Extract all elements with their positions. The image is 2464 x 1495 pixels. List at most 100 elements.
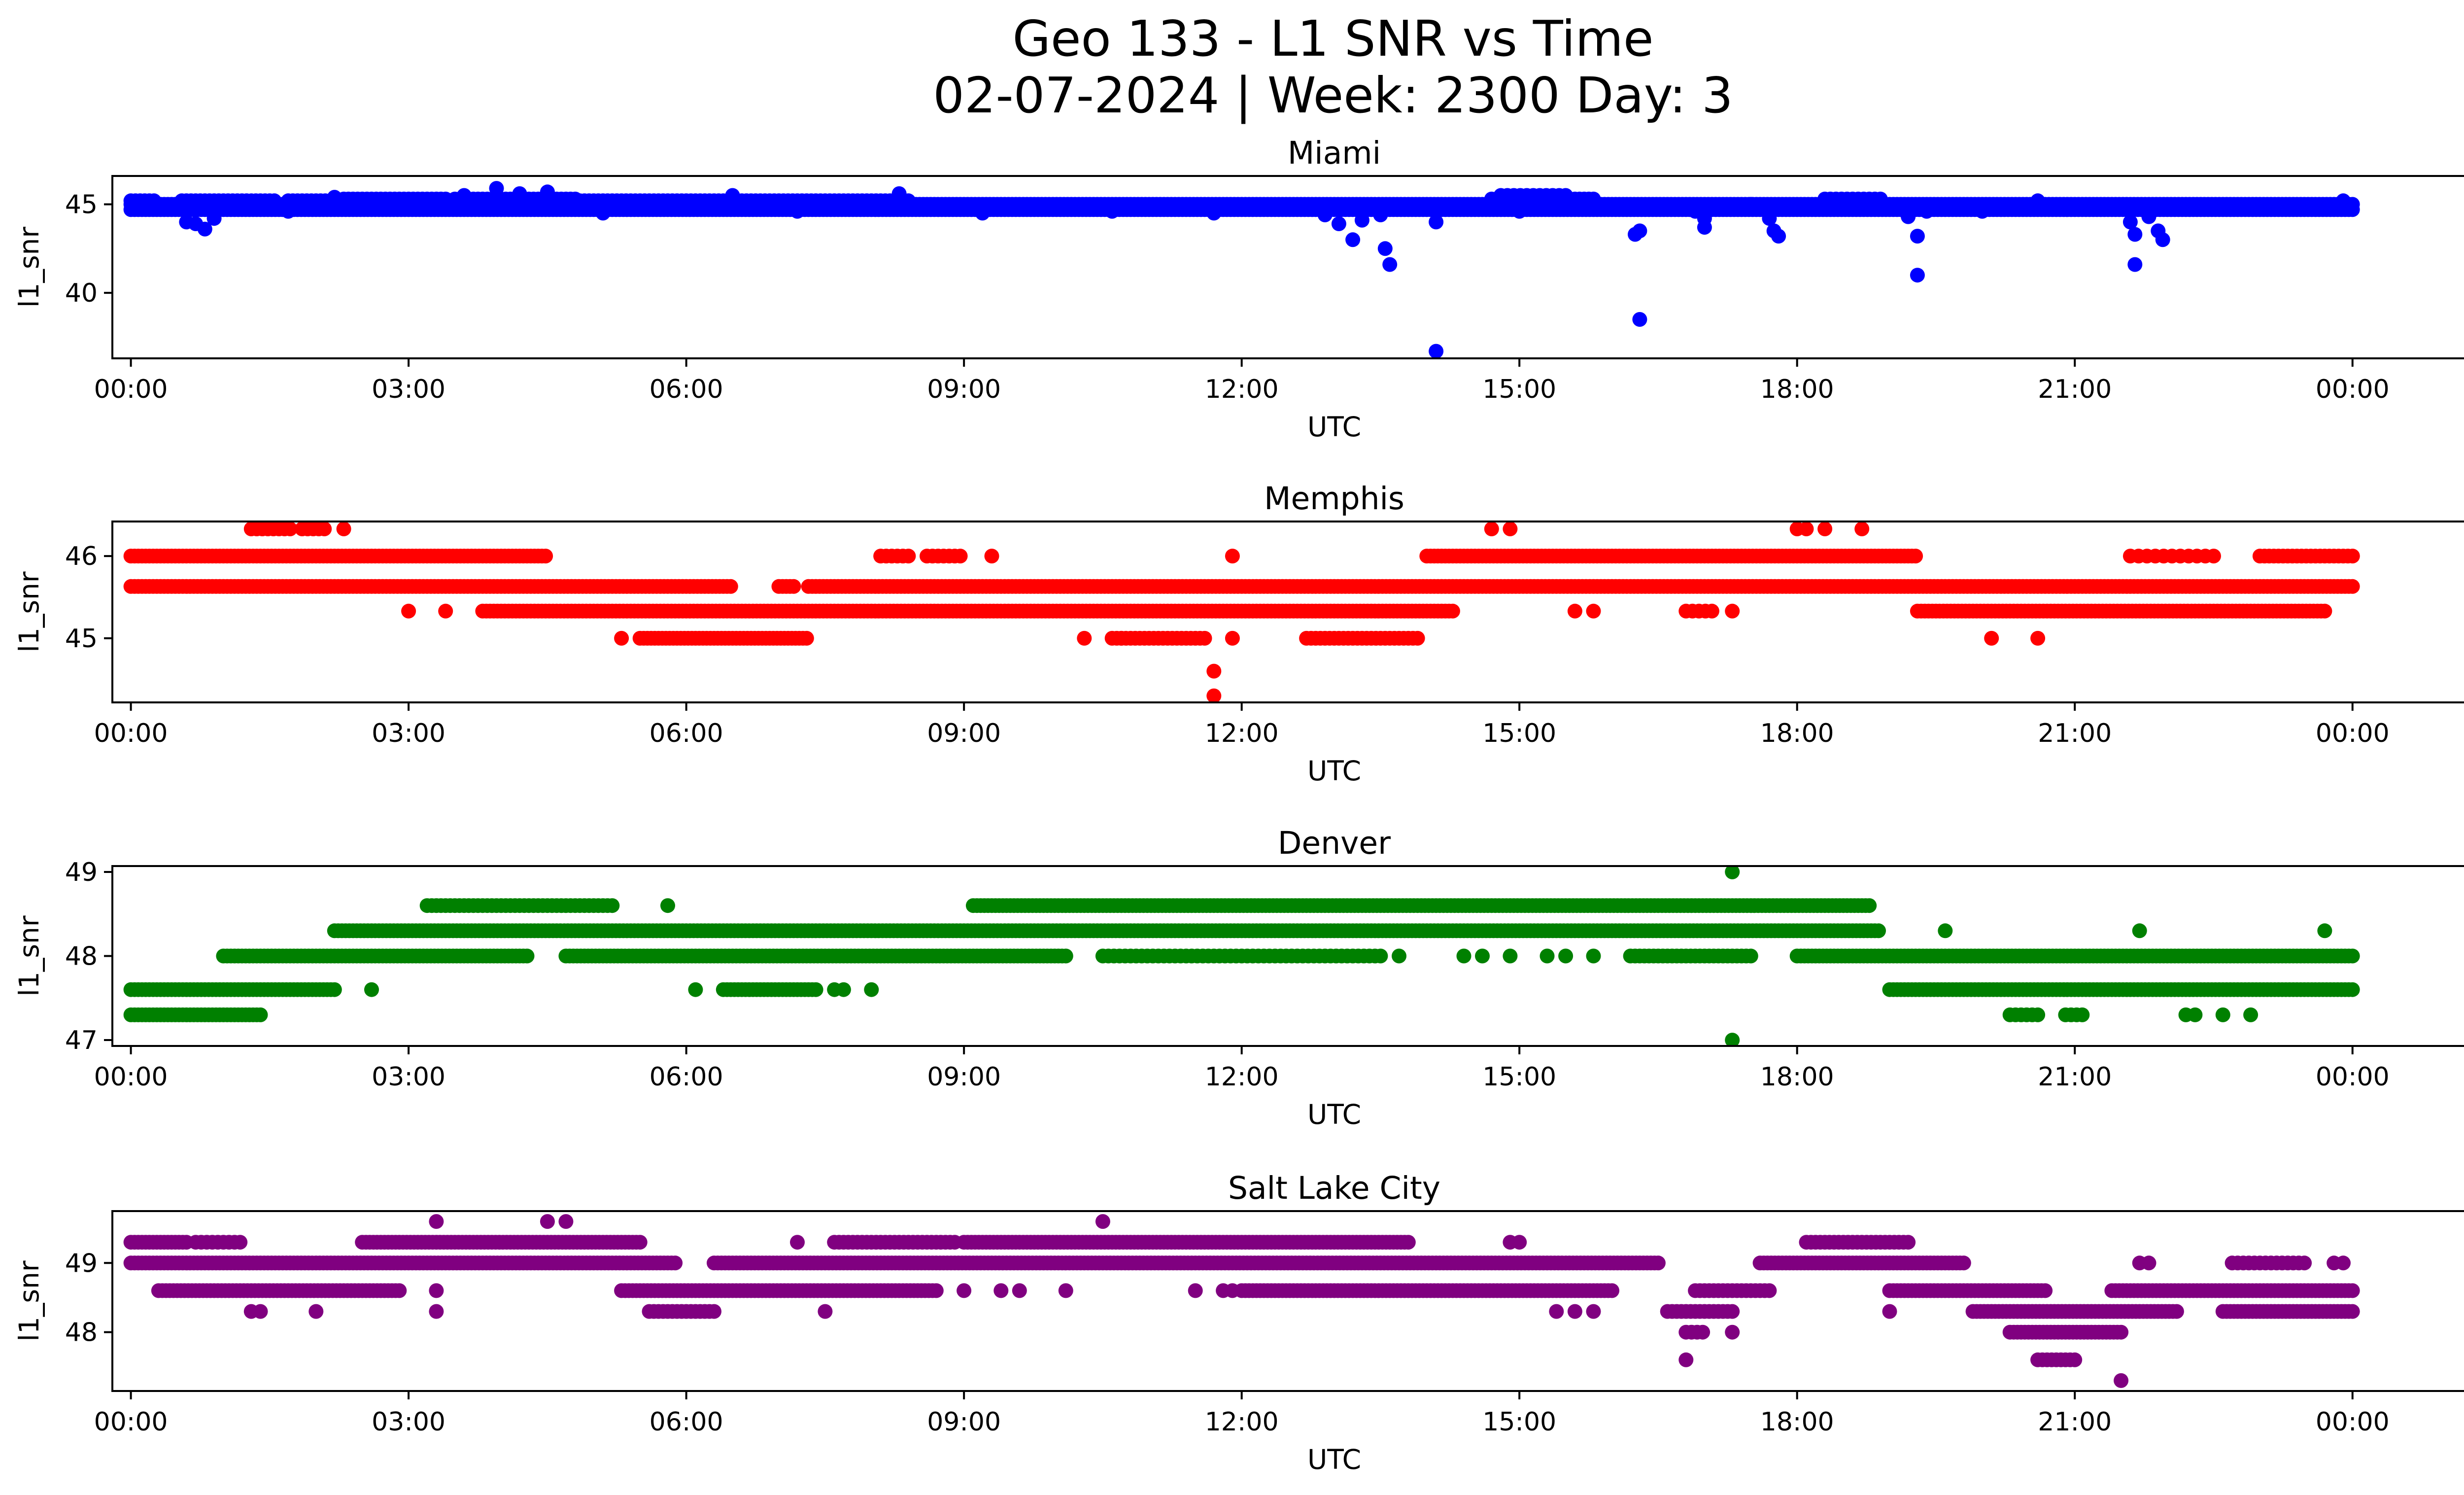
data-point <box>327 982 342 997</box>
x-tick-label: 06:00 <box>650 719 723 748</box>
data-point <box>1392 948 1406 964</box>
data-point <box>836 982 851 997</box>
data-point <box>725 188 740 203</box>
subplot-title: Miami <box>1288 135 1381 171</box>
data-point <box>2030 1007 2046 1022</box>
data-point <box>456 188 472 203</box>
data-point <box>2030 193 2046 209</box>
data-point <box>1817 522 1833 536</box>
data-point <box>1331 216 1346 231</box>
x-tick-label: 09:00 <box>927 375 1001 404</box>
data-point <box>1632 223 1647 239</box>
data-point <box>2127 257 2143 272</box>
data-point <box>1512 204 1527 219</box>
x-tick-label: 03:00 <box>372 1062 445 1092</box>
data-point <box>1197 630 1212 646</box>
data-point <box>1484 522 1499 536</box>
x-tick-label: 00:00 <box>94 375 168 404</box>
data-point <box>519 948 535 964</box>
data-point <box>2345 549 2360 564</box>
data-point <box>1373 948 1388 964</box>
data-point <box>512 186 527 201</box>
data-point <box>1429 214 1444 230</box>
x-tick-label: 00:00 <box>2316 1062 2390 1092</box>
x-tick-label: 09:00 <box>927 1062 1001 1092</box>
x-tick-label: 18:00 <box>1760 719 1834 748</box>
data-point <box>1586 191 1601 207</box>
data-point <box>1725 1033 1740 1046</box>
data-point <box>864 982 879 997</box>
data-point <box>1743 948 1758 964</box>
data-point <box>2155 232 2170 247</box>
data-point <box>1317 208 1333 222</box>
data-point <box>1410 630 1425 646</box>
data-point <box>2127 227 2143 242</box>
data-point <box>1558 948 1574 964</box>
data-point <box>984 549 999 564</box>
data-point <box>1862 898 1877 913</box>
data-point <box>282 522 298 536</box>
x-tick-label: 12:00 <box>1205 1062 1279 1092</box>
data-point <box>1901 209 1916 224</box>
data-point <box>1919 204 1934 219</box>
data-point <box>1762 211 1777 226</box>
data-points <box>123 522 2360 702</box>
data-point <box>1586 603 1601 619</box>
data-point <box>1445 603 1460 619</box>
subplot-title: Denver <box>1278 825 1391 861</box>
data-point <box>808 982 823 997</box>
data-point <box>1225 630 1240 646</box>
data-point <box>197 221 212 237</box>
data-point <box>660 898 675 913</box>
x-tick-label: 21:00 <box>2038 375 2112 404</box>
data-point <box>233 1235 248 1250</box>
data-point <box>668 1255 683 1271</box>
axes-frame <box>111 521 2464 703</box>
data-point <box>2141 209 2156 224</box>
data-point <box>364 982 379 997</box>
data-point <box>1206 688 1222 702</box>
data-point <box>1938 923 1953 939</box>
x-tick-label: 18:00 <box>1760 1062 1834 1092</box>
data-point <box>1697 220 1712 235</box>
data-point <box>1382 257 1398 272</box>
data-point <box>1704 603 1719 619</box>
data-point <box>568 191 583 207</box>
data-point <box>953 549 968 564</box>
data-point <box>1854 522 1870 536</box>
x-tick-label: 09:00 <box>927 719 1001 748</box>
data-point <box>1725 866 1740 879</box>
data-point <box>605 898 620 913</box>
data-point <box>1114 630 1129 646</box>
data-point <box>1901 1235 1916 1250</box>
data-point <box>786 579 801 594</box>
data-point <box>1567 603 1582 619</box>
x-tick-label: 06:00 <box>650 375 723 404</box>
data-point <box>2075 1007 2090 1022</box>
data-point <box>1503 948 1518 964</box>
x-tick-label: 12:00 <box>1205 375 1279 404</box>
data-point <box>336 522 351 536</box>
data-point <box>790 204 805 219</box>
data-point <box>1429 344 1444 358</box>
data-point <box>2345 579 2360 594</box>
data-point <box>1401 1235 1416 1250</box>
y-tick-label: 48 <box>65 942 98 972</box>
data-point <box>1910 268 1925 283</box>
data-point <box>1558 188 1574 203</box>
data-point <box>280 204 296 219</box>
data-point <box>2122 214 2138 230</box>
data-point <box>1567 197 1582 212</box>
data-point <box>1377 241 1393 256</box>
data-point <box>2188 1007 2203 1022</box>
data-point <box>1910 229 1925 244</box>
x-axis-label: UTC <box>1307 755 1361 787</box>
y-tick-label: 46 <box>65 542 98 571</box>
data-point <box>2317 603 2332 619</box>
data-point <box>489 181 504 196</box>
data-point <box>267 193 282 209</box>
